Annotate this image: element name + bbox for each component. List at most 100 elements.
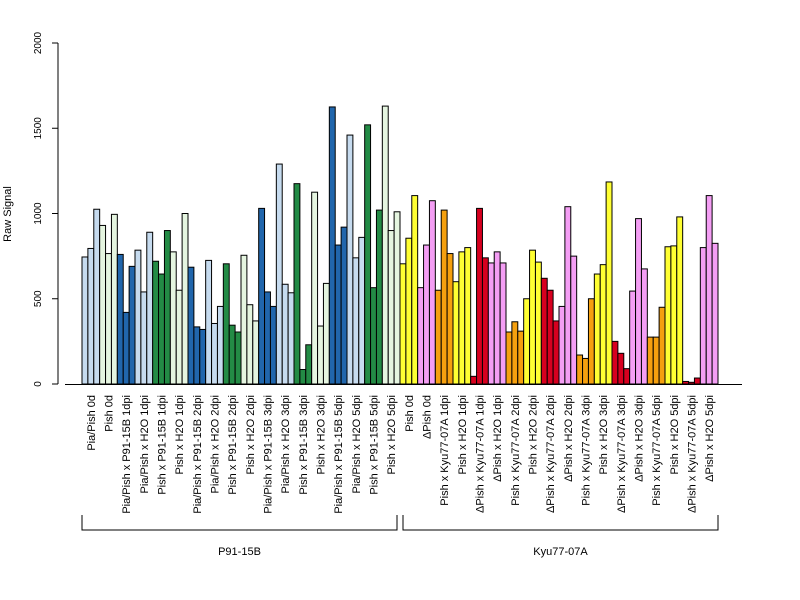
bar bbox=[116, 253, 124, 385]
category-label: Pish x P91-15B 2dpi bbox=[227, 395, 239, 495]
bar bbox=[499, 262, 507, 385]
category-label: Pish x H2O 3dpi bbox=[316, 395, 328, 474]
category-label: Pish x P91-15B 3dpi bbox=[298, 395, 310, 495]
bar bbox=[317, 325, 324, 385]
y-axis: 0 500 1000 1500 2000 bbox=[33, 31, 59, 387]
bar bbox=[399, 263, 407, 385]
bar bbox=[269, 305, 277, 385]
bar bbox=[517, 330, 525, 385]
bar bbox=[405, 237, 413, 385]
bar bbox=[328, 106, 336, 385]
bar bbox=[128, 265, 136, 385]
bar bbox=[546, 289, 554, 385]
bar bbox=[511, 321, 519, 385]
bar bbox=[458, 251, 466, 385]
bar bbox=[711, 242, 719, 385]
category-label: Pish x Kyu77-07A 2dpi bbox=[510, 395, 522, 506]
bar bbox=[688, 381, 695, 385]
bar bbox=[635, 218, 642, 385]
bar bbox=[570, 255, 578, 385]
bar bbox=[534, 261, 542, 385]
bar bbox=[93, 208, 101, 385]
category-label: Pia/Pish x H2O 3dpi bbox=[280, 395, 292, 493]
bar-series bbox=[81, 105, 719, 385]
bar bbox=[110, 213, 118, 385]
bar bbox=[640, 268, 648, 385]
bar bbox=[222, 263, 230, 385]
bar bbox=[281, 283, 289, 385]
bar bbox=[322, 282, 330, 385]
category-label: Pia/Pish x H2O 1dpi bbox=[139, 395, 151, 493]
bar bbox=[187, 266, 195, 385]
bar bbox=[617, 352, 625, 385]
category-label: Pia/Pish x P91-15B 1dpi bbox=[121, 395, 133, 514]
category-label: ΔPish x Kyu77-07A 5dpi bbox=[687, 395, 699, 513]
bar bbox=[175, 289, 183, 385]
bar bbox=[476, 207, 483, 385]
bar bbox=[340, 226, 348, 385]
bar bbox=[234, 331, 242, 385]
category-label: ΔPish 0d bbox=[422, 395, 434, 439]
category-label: Pish x P91-15B 1dpi bbox=[157, 395, 169, 495]
bar bbox=[693, 377, 701, 385]
bar bbox=[264, 291, 271, 385]
bar bbox=[523, 298, 531, 385]
bar bbox=[481, 257, 489, 385]
bar bbox=[599, 264, 607, 385]
bar bbox=[699, 247, 707, 385]
y-axis-title: Raw Signal bbox=[2, 186, 14, 242]
bar bbox=[193, 326, 201, 385]
category-label: ΔPish x Kyu77-07A 2dpi bbox=[545, 395, 557, 513]
y-tick-label: 1000 bbox=[33, 202, 44, 225]
category-label: ΔPish x Kyu77-07A 1dpi bbox=[475, 395, 487, 513]
category-label: ΔPish x H2O 3dpi bbox=[634, 395, 646, 482]
bar bbox=[205, 259, 213, 385]
bar bbox=[664, 246, 672, 385]
category-label: Pish x H2O 2dpi bbox=[245, 395, 257, 474]
bar bbox=[452, 281, 460, 385]
bar bbox=[387, 230, 395, 385]
bar bbox=[152, 260, 160, 385]
bar bbox=[134, 249, 142, 385]
bar bbox=[658, 306, 666, 385]
bar bbox=[587, 298, 595, 385]
category-label: Pish 0d bbox=[404, 395, 416, 432]
category-label: Pish x H2O 3dpi bbox=[598, 395, 610, 474]
bar bbox=[417, 287, 425, 385]
bar bbox=[140, 291, 148, 385]
bar bbox=[352, 257, 360, 385]
bar bbox=[311, 191, 319, 385]
bar bbox=[529, 249, 536, 385]
bar bbox=[216, 305, 224, 385]
y-tick-label: 0 bbox=[33, 381, 44, 387]
group-bracket bbox=[81, 515, 398, 531]
bar bbox=[605, 181, 613, 385]
bar bbox=[611, 340, 619, 385]
y-tick-label: 1500 bbox=[33, 117, 44, 140]
bar bbox=[428, 200, 436, 385]
bar bbox=[487, 262, 495, 385]
bar bbox=[446, 253, 454, 385]
bar bbox=[705, 195, 713, 385]
bar bbox=[540, 277, 548, 385]
bar bbox=[375, 209, 383, 385]
bar bbox=[105, 253, 112, 385]
bar bbox=[293, 183, 301, 385]
bar bbox=[576, 354, 584, 385]
bar bbox=[99, 224, 107, 385]
bar bbox=[346, 134, 354, 385]
category-label: Pish x Kyu77-07A 1dpi bbox=[439, 395, 451, 506]
bar bbox=[252, 320, 260, 385]
category-label: Pia/Pish x H2O 5dpi bbox=[351, 395, 363, 493]
category-label: Pish x Kyu77-07A 5dpi bbox=[651, 395, 663, 506]
bar bbox=[470, 375, 478, 385]
category-label: Pish x H2O 1dpi bbox=[174, 395, 186, 474]
category-label: Pish x Kyu77-07A 3dpi bbox=[581, 395, 593, 506]
bar bbox=[181, 213, 189, 385]
category-label: Pish 0d bbox=[104, 395, 116, 432]
group-bracket bbox=[402, 515, 719, 531]
bar bbox=[158, 273, 165, 385]
bar bbox=[582, 357, 589, 385]
bar bbox=[240, 254, 248, 385]
